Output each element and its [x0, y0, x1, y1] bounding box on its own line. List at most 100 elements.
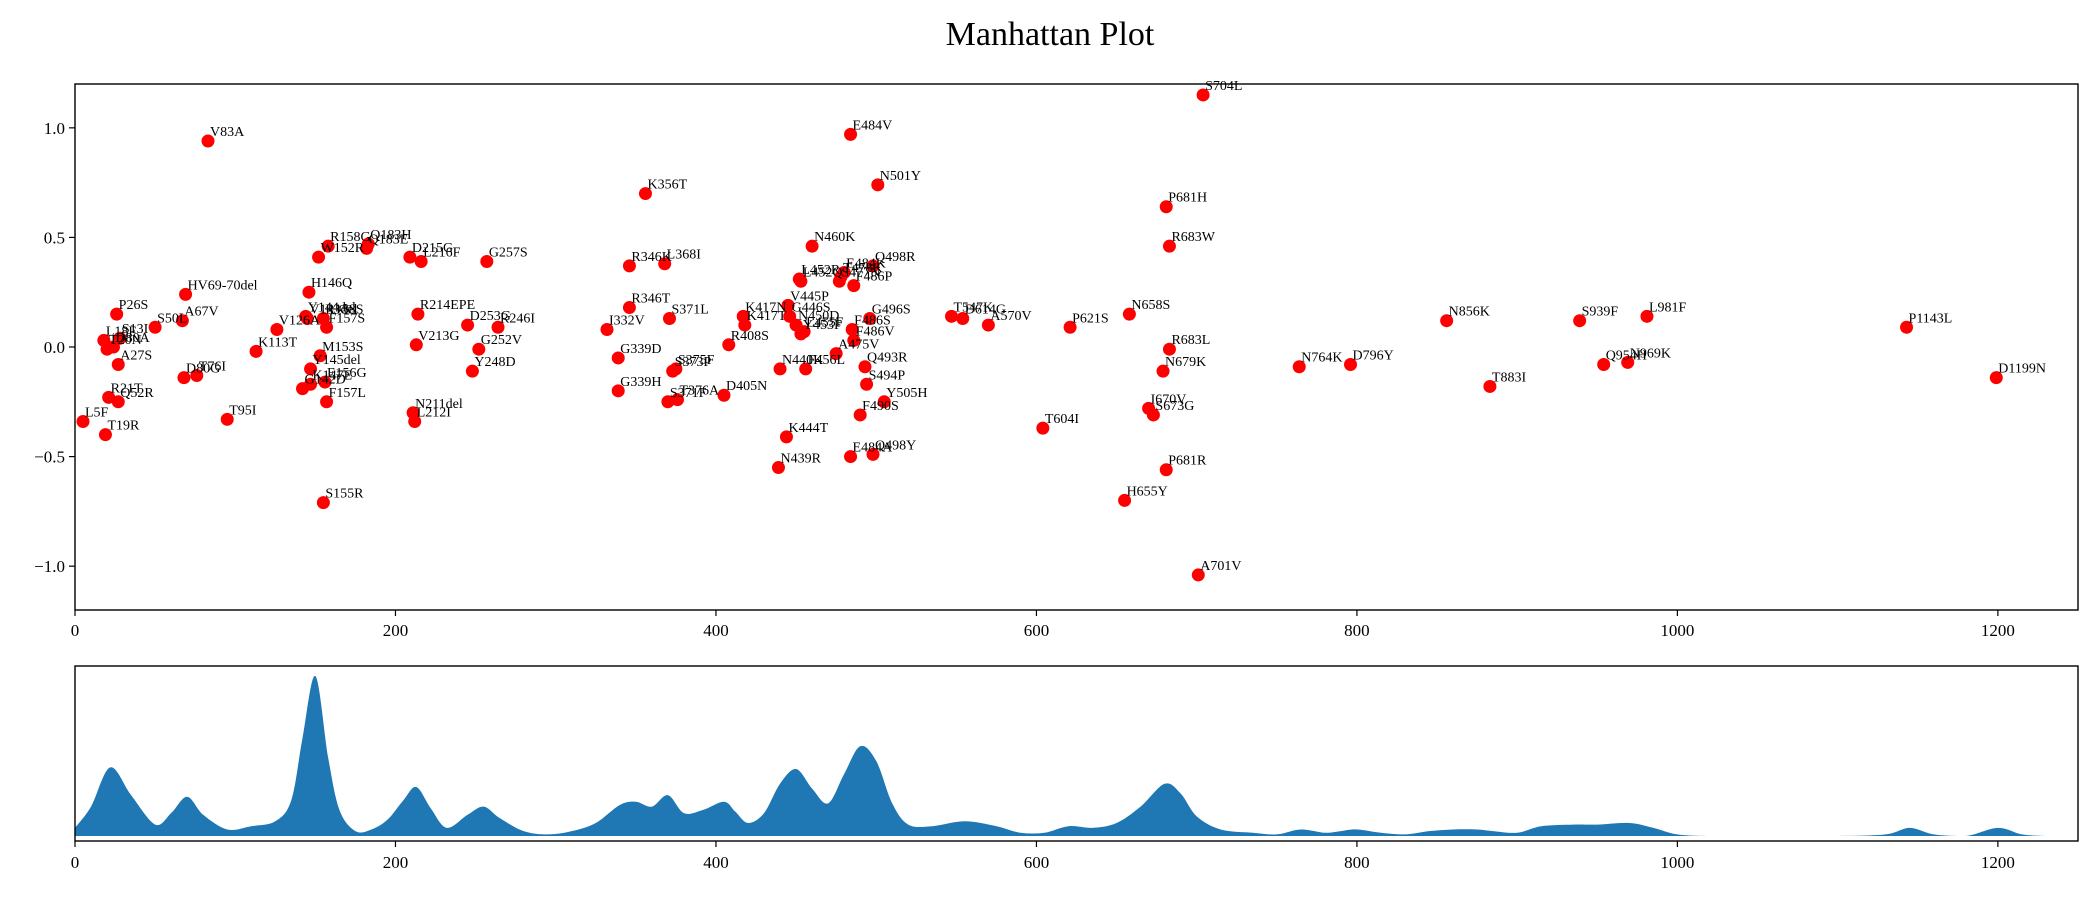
point-label: R246I [500, 311, 535, 326]
point-label: Y248D [474, 355, 515, 370]
point-label: R683L [1171, 333, 1210, 348]
data-point [1900, 320, 1914, 334]
data-point [304, 377, 318, 391]
point-label: Y144del [308, 300, 356, 315]
point-label: T883I [1492, 370, 1527, 385]
point-label: E484A [853, 441, 894, 456]
data-point [76, 415, 90, 429]
y-tick-label: −1.0 [34, 557, 65, 576]
data-point [1162, 342, 1176, 356]
point-label: P1143L [1909, 311, 1953, 326]
point-label: F486S [854, 313, 891, 328]
x-tick-label: 1200 [1981, 853, 2015, 872]
point-label: F486P [856, 270, 893, 285]
point-label: S373P [675, 355, 712, 370]
data-point [844, 127, 858, 141]
point-label: V143del [309, 303, 357, 318]
data-point [866, 447, 880, 461]
data-point [1162, 239, 1176, 253]
point-label: N679K [1165, 355, 1206, 370]
point-label: G339H [620, 375, 661, 390]
data-point [662, 312, 676, 326]
scatter-points [76, 88, 2003, 582]
point-label: R158S [325, 303, 363, 318]
point-label: T376A [680, 384, 721, 399]
data-point [321, 239, 335, 253]
data-point [1122, 307, 1136, 321]
data-point [113, 331, 127, 345]
point-label: S371F [670, 386, 707, 401]
data-point [794, 274, 808, 288]
point-label: I670V [1151, 392, 1187, 407]
data-point [175, 314, 189, 328]
point-label: Q954H [1606, 349, 1647, 364]
data-point [318, 375, 332, 389]
data-point [220, 412, 234, 426]
data-point [313, 349, 327, 363]
point-label: S371L [671, 303, 708, 318]
point-label: K356T [647, 178, 687, 193]
data-point [981, 318, 995, 332]
x-tick-label: 600 [1024, 853, 1050, 872]
point-label: Q183E [369, 232, 409, 247]
data-point [1196, 88, 1210, 102]
scatter-point-labels: L5F L18F T19R T20N P26S R21T D80A A27S S13I Q52R H… [85, 79, 2046, 574]
point-label: R346T [631, 292, 670, 307]
density-area [75, 675, 2070, 836]
density-frame [74, 665, 2079, 842]
data-point [1063, 320, 1077, 334]
point-label: R408S [731, 329, 769, 344]
data-point [781, 298, 795, 312]
point-label: N969K [1630, 346, 1671, 361]
point-label: Y453F [803, 318, 842, 333]
point-label: N658S [1131, 298, 1170, 313]
point-label: Y505H [886, 386, 927, 401]
point-label: L452Q [803, 265, 843, 280]
x-tick-label: 200 [383, 621, 409, 640]
data-point [622, 301, 636, 315]
data-point [98, 428, 112, 442]
data-point [411, 307, 425, 321]
data-point [611, 384, 625, 398]
data-point [671, 393, 685, 407]
data-point [1621, 355, 1635, 369]
point-label: S155R [325, 487, 364, 502]
point-label: A701V [1200, 559, 1241, 574]
data-point [799, 362, 813, 376]
data-point [844, 450, 858, 464]
point-label: H655Y [1127, 484, 1168, 499]
data-point [717, 388, 731, 402]
point-label: D80A [115, 331, 150, 346]
point-label: R346K [631, 250, 671, 265]
data-point [853, 408, 867, 422]
data-point [201, 134, 215, 148]
point-label: Q183H [370, 228, 411, 243]
data-point [408, 415, 422, 429]
point-label: T95I [229, 403, 257, 418]
point-label: D1199N [1998, 362, 2046, 377]
data-point [1191, 568, 1205, 582]
data-point [871, 178, 885, 192]
point-label: E484K [846, 256, 886, 271]
y-tick-label: 1.0 [44, 119, 65, 138]
point-label: D215G [412, 241, 453, 256]
data-point [945, 309, 959, 323]
data-point [956, 312, 970, 326]
point-label: G257S [489, 246, 528, 261]
point-label: N439R [780, 452, 821, 467]
data-point [1597, 358, 1611, 372]
data-point [302, 285, 316, 299]
data-point [779, 430, 793, 444]
data-point [722, 338, 736, 352]
x-tick-label: 0 [71, 621, 80, 640]
data-point [1159, 200, 1173, 214]
point-label: N440K [782, 353, 823, 368]
point-label: N856K [1449, 305, 1490, 320]
data-point [179, 287, 193, 301]
data-point [1440, 314, 1454, 328]
point-label: T478K [843, 261, 883, 276]
data-point [111, 395, 125, 409]
point-label: T19R [107, 419, 140, 434]
point-label: N764K [1301, 351, 1342, 366]
data-point [110, 307, 124, 321]
